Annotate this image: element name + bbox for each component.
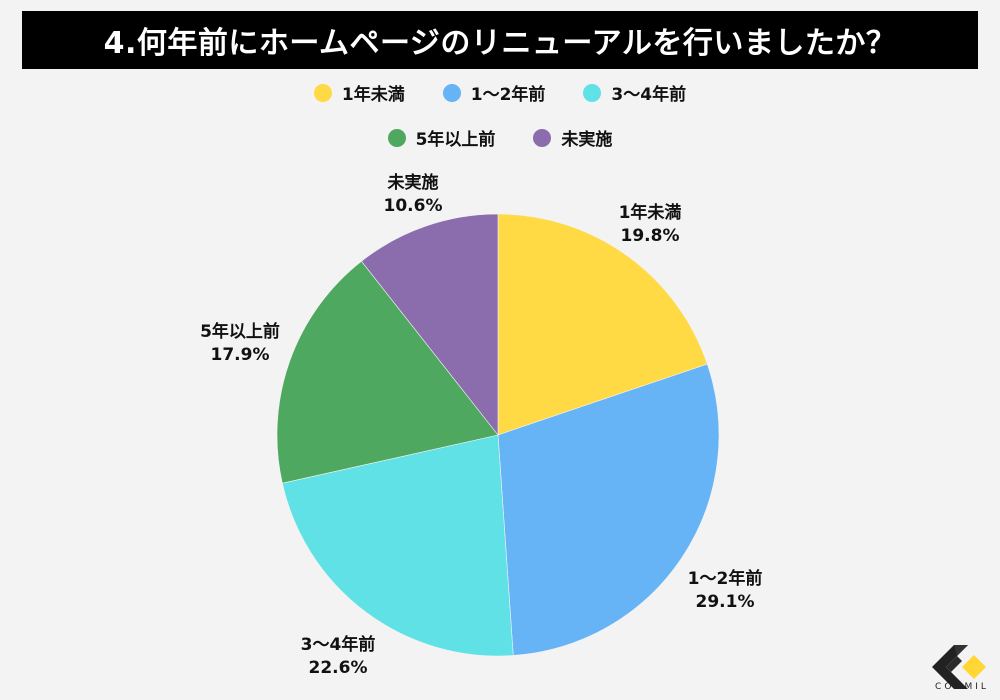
- slice-label-name: 1〜2年前: [687, 569, 763, 589]
- slice-label-name: 3〜4年前: [300, 635, 376, 655]
- legend-label: 3〜4年前: [611, 85, 687, 105]
- slice-label-under-1-year: 1年未満 19.8%: [619, 202, 682, 248]
- legend-item-under-1-year: 1年未満: [313, 80, 405, 105]
- slice-label-name: 5年以上前: [200, 322, 280, 342]
- slice-label-name: 1年未満: [618, 203, 682, 223]
- slice-label-3-4-years: 3〜4年前 22.6%: [301, 634, 376, 680]
- pie-slice-1-2-years: [497, 363, 720, 656]
- legend-dot-icon: [387, 128, 406, 147]
- legend-label: 1〜2年前: [470, 85, 546, 105]
- legend-dot-icon: [313, 83, 332, 102]
- pie-slice-not-done: [361, 213, 499, 436]
- legend-label: 未実施: [561, 130, 613, 150]
- pie-slice-under-1-year: [497, 213, 708, 436]
- slice-label-pct: 10.6%: [383, 196, 443, 216]
- slice-label-pct: 19.8%: [620, 226, 680, 246]
- legend-dot-icon: [442, 83, 461, 102]
- slice-label-pct: 17.9%: [210, 345, 270, 365]
- legend-item-1-2-years: 1〜2年前: [442, 80, 546, 105]
- logo-text: COOMIL: [935, 682, 989, 692]
- pie-slice-5-plus-years: [276, 260, 499, 484]
- legend-row-2: 5年以上前 未実施: [0, 125, 1000, 150]
- legend-item-3-4-years: 3〜4年前: [583, 80, 686, 105]
- legend-label: 1年未満: [341, 85, 405, 105]
- pie-slice-3-4-years: [281, 434, 514, 657]
- legend-item-5-plus-years: 5年以上前: [387, 125, 496, 150]
- legend-item-not-done: 未実施: [533, 125, 612, 150]
- slice-label-not-done: 未実施 10.6%: [384, 172, 443, 218]
- legend-label: 5年以上前: [415, 130, 496, 150]
- slice-label-5-plus-years: 5年以上前 17.9%: [200, 321, 280, 367]
- chart-title-text: 4.何年前にホームページのリニューアルを行いましたか？: [103, 26, 897, 61]
- chart-title: 4.何年前にホームページのリニューアルを行いましたか？: [22, 11, 978, 69]
- legend-dot-icon: [583, 83, 602, 102]
- coomil-logo-icon: [932, 645, 986, 689]
- slice-label-pct: 22.6%: [308, 658, 368, 678]
- slice-label-name: 未実施: [387, 173, 439, 193]
- slice-label-1-2-years: 1〜2年前 29.1%: [688, 568, 763, 614]
- legend-row-1: 1年未満 1〜2年前 3〜4年前: [0, 80, 1000, 105]
- pie-slices: [276, 213, 720, 657]
- legend-dot-icon: [533, 128, 552, 147]
- slice-label-pct: 29.1%: [695, 592, 755, 612]
